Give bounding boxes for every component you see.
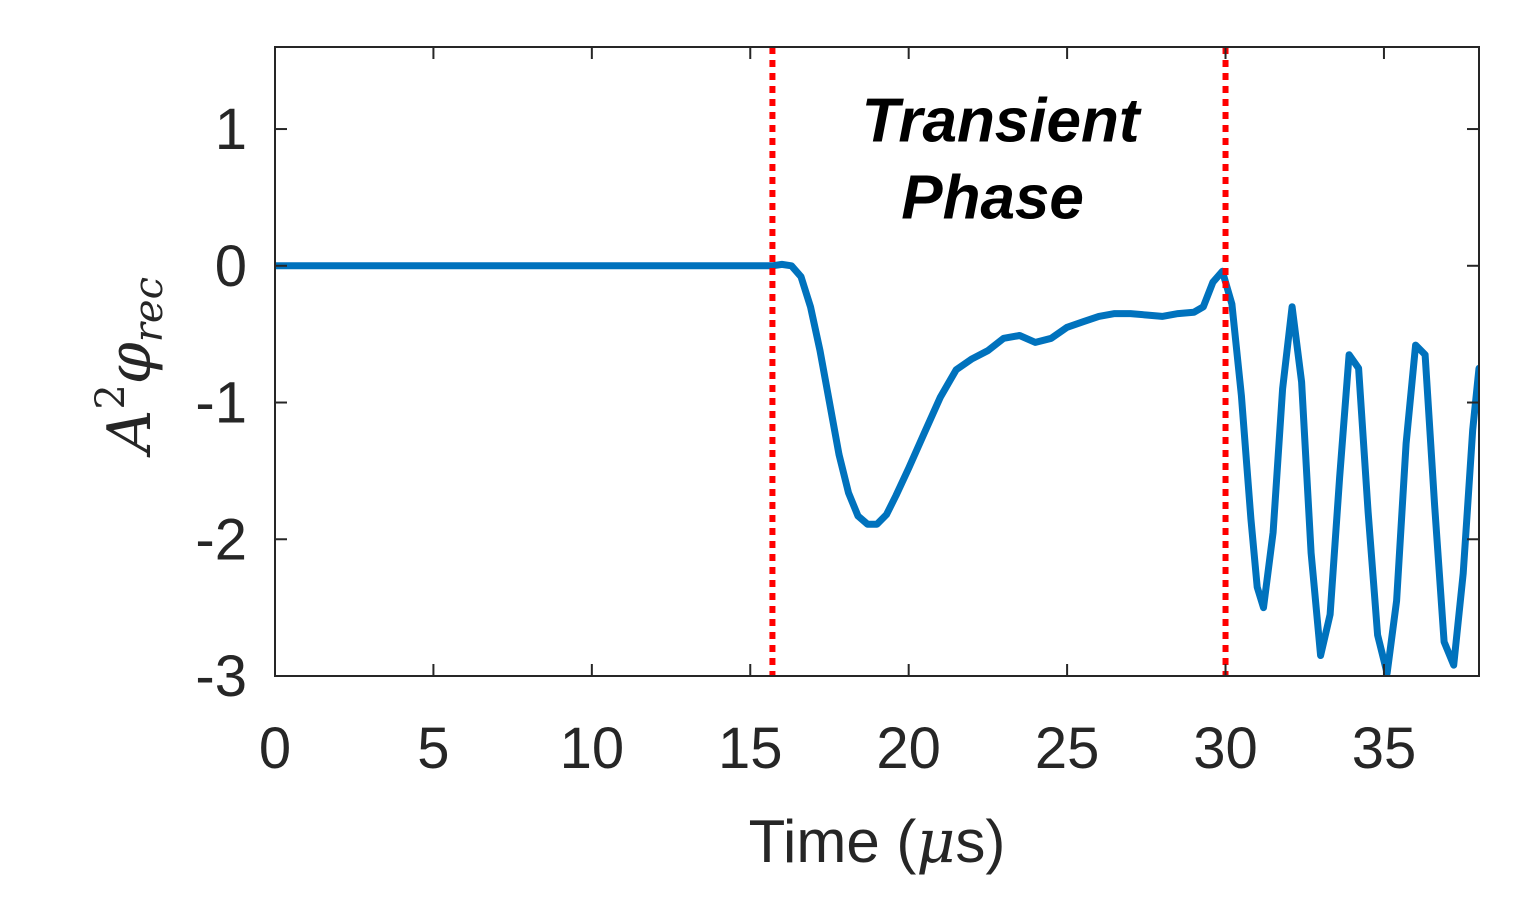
x-tick-label: 30 xyxy=(1193,716,1258,781)
y-tick-label: -3 xyxy=(195,644,247,709)
y-tick-label: 1 xyxy=(215,97,247,162)
y-tick-label: -1 xyxy=(195,371,247,436)
x-tick-label: 15 xyxy=(718,716,783,781)
x-axis-title: Time (μs) xyxy=(749,807,1006,877)
x-tick-label: 0 xyxy=(259,716,291,781)
annotation-line-1: Transient xyxy=(862,86,1142,155)
x-tick-label: 5 xyxy=(417,716,449,781)
annotation-line-2: Phase xyxy=(901,163,1084,232)
y-tick-label: 0 xyxy=(215,234,247,299)
x-tick-label: 35 xyxy=(1352,716,1417,781)
x-tick-label: 25 xyxy=(1035,716,1100,781)
x-tick-label: 10 xyxy=(560,716,625,781)
y-tick-label: -2 xyxy=(195,507,247,572)
x-tick-label: 20 xyxy=(876,716,941,781)
